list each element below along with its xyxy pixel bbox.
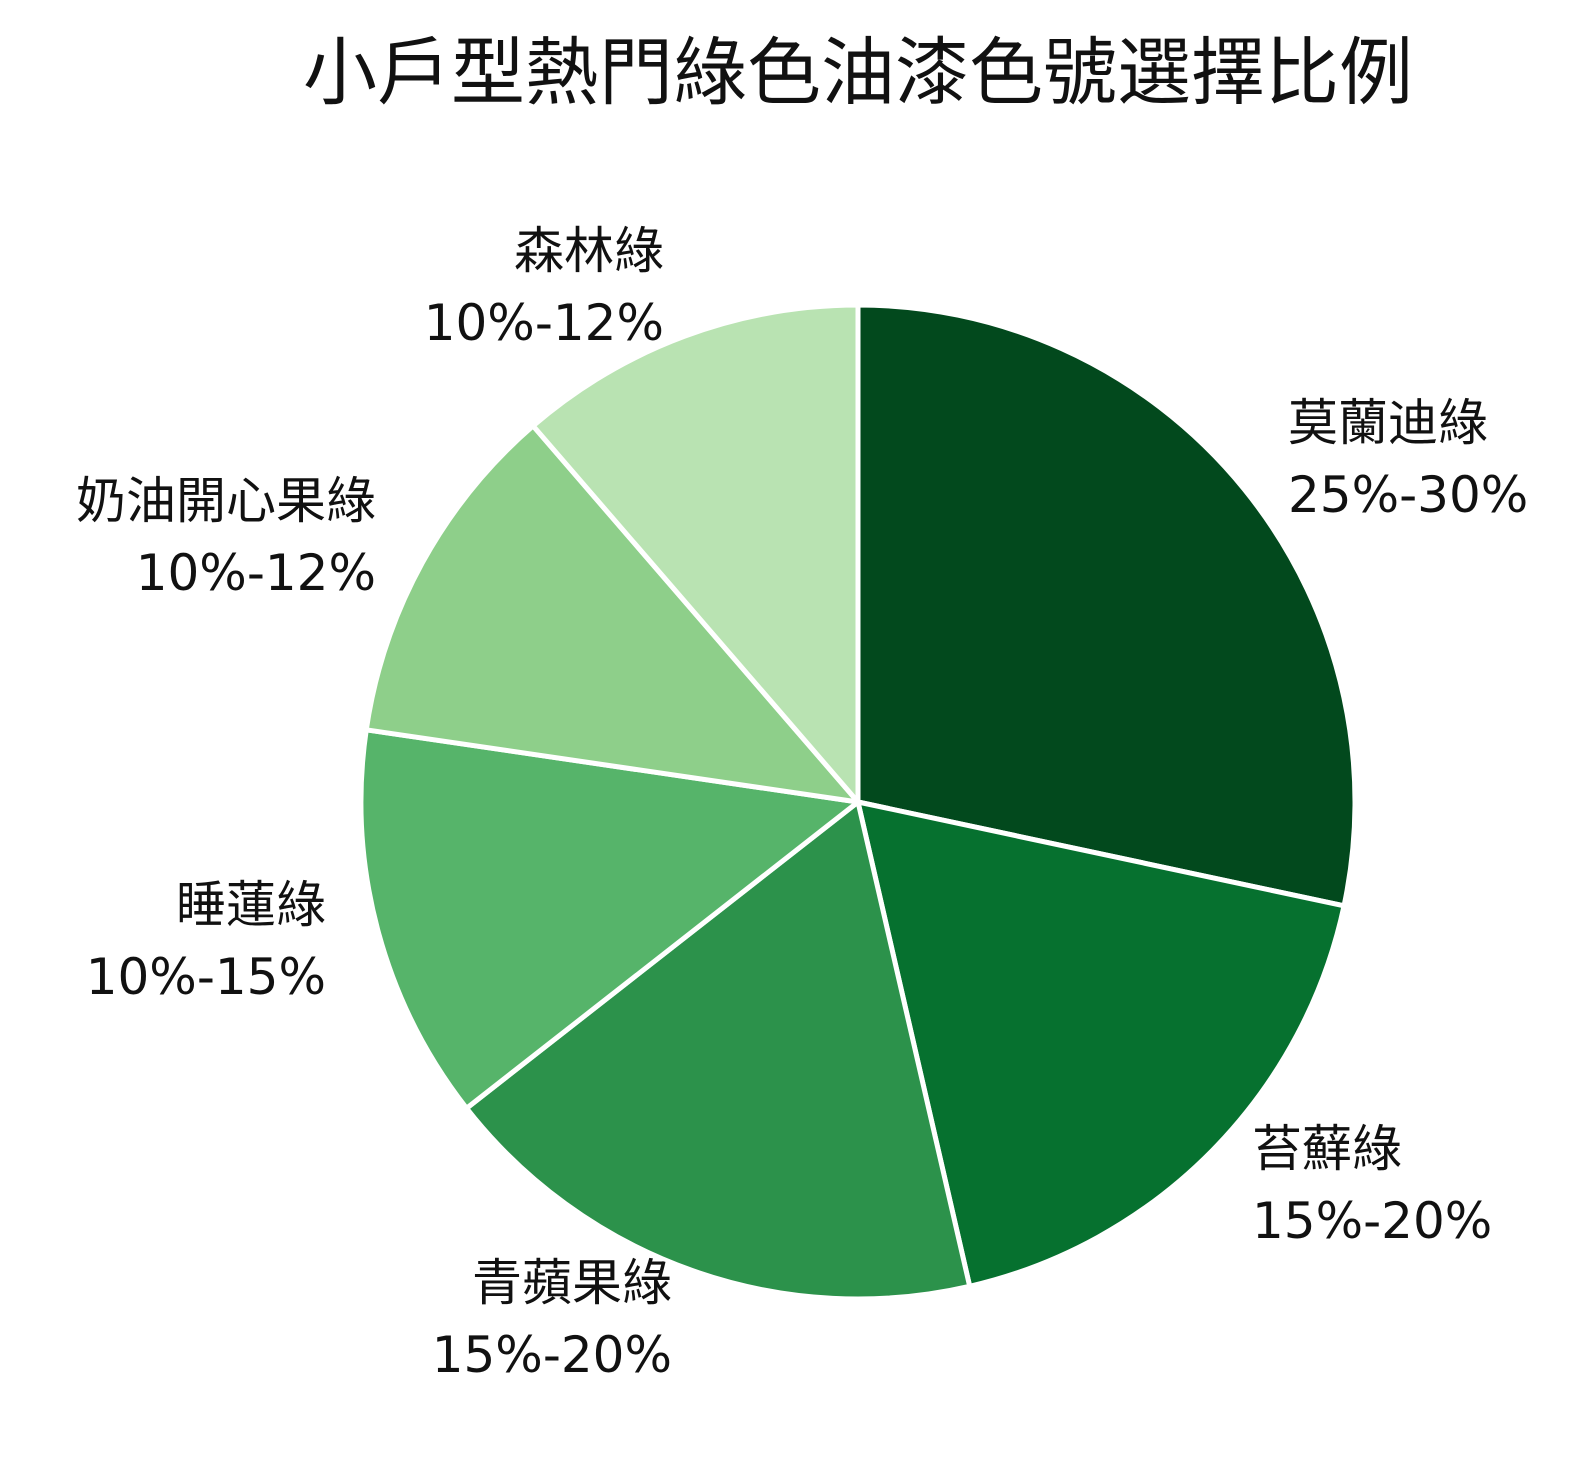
pie-slice-2 (855, 799, 1347, 1289)
pie-slice-4 (358, 727, 861, 1111)
chart-title: 小戶型熱門綠色油漆色號選擇比例 (303, 30, 1413, 116)
pie-slices (358, 302, 1358, 1302)
slice-value-label-6: 10%-12% (424, 294, 664, 352)
pie-slice-3 (464, 799, 973, 1302)
slice-label-2: 苔蘚綠 (1252, 1120, 1402, 1178)
pie-labels: 莫蘭迪綠 25%-30% 苔蘚綠 15%-20% 青蘋果綠 15%-20% 睡蓮綠 10%-1… (76, 222, 1528, 1384)
slice-value-label-5: 10%-12% (136, 544, 376, 602)
slice-label-1: 莫蘭迪綠 (1288, 394, 1488, 452)
slice-value-label-1: 25%-30% (1288, 466, 1528, 524)
slice-value-label-4: 10%-15% (86, 948, 326, 1006)
pie-slice-6 (530, 302, 861, 805)
slice-label-6: 森林綠 (514, 222, 664, 280)
pie-slice-1 (855, 302, 1358, 909)
slice-value-label-3: 15%-20% (432, 1326, 672, 1384)
slice-label-5: 奶油開心果綠 (76, 472, 376, 530)
slice-value-label-2: 15%-20% (1252, 1192, 1492, 1250)
slice-label-3: 青蘋果綠 (472, 1254, 672, 1312)
pie-slice-5 (363, 423, 861, 805)
slice-label-4: 睡蓮綠 (176, 876, 326, 934)
